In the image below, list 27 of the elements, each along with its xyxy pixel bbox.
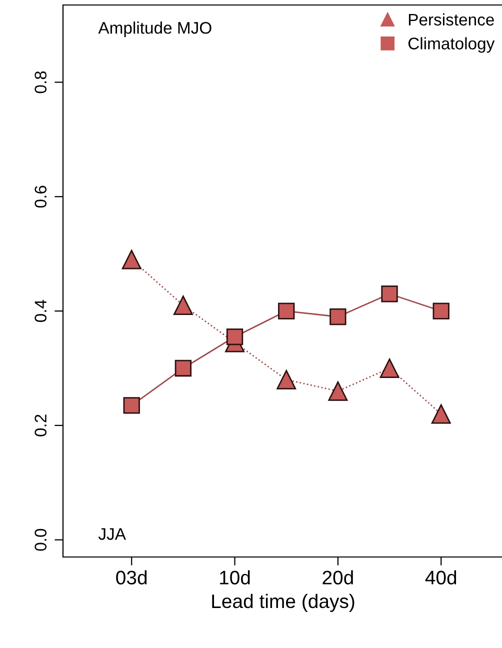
legend-label: Climatology (408, 37, 495, 53)
point (278, 302, 295, 320)
y-tick-label: 0.6 (34, 186, 47, 208)
x-tick-label: 40d (425, 570, 456, 584)
y-tick-label: 0.8 (34, 71, 47, 94)
y-tick-label: 0.4 (34, 300, 47, 322)
point (123, 397, 140, 414)
point (174, 360, 192, 377)
point (328, 381, 348, 401)
point (173, 296, 193, 316)
x-axis-title: Lead time (days) (212, 594, 354, 612)
point (226, 328, 244, 346)
x-tick-label: 20d (322, 570, 353, 584)
x-tick-label: 03d (116, 570, 147, 584)
point (431, 404, 451, 424)
point (432, 302, 450, 320)
annotation: JJA (98, 528, 126, 540)
point (122, 250, 142, 270)
point (330, 308, 346, 326)
point (380, 358, 400, 378)
x-tick-label: 10d (220, 570, 250, 584)
point (381, 286, 398, 302)
annotation: Amplitude MJO (98, 22, 212, 38)
point (276, 370, 296, 390)
legend-label: Persistence (408, 13, 494, 26)
y-tick-label: 0.2 (34, 414, 47, 436)
y-tick-label: 0.0 (34, 528, 47, 551)
